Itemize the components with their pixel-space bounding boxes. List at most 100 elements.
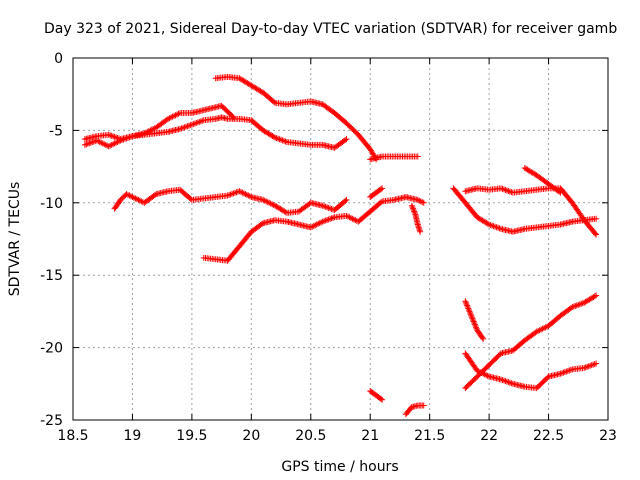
series-track-14 [462,350,600,392]
series-track-5 [111,186,350,216]
data-point-plus [467,311,474,318]
data-point-plus [243,191,250,198]
data-point-plus [188,121,195,128]
data-point-plus [87,139,94,146]
grid-lines [73,58,608,420]
data-point-plus [410,205,417,212]
data-point-plus [499,376,506,383]
x-axis-title: GPS time / hours [281,459,398,475]
data-point-plus [533,328,540,335]
data-point-plus [500,377,507,384]
data-point-plus [96,138,103,145]
data-point-plus [145,128,152,135]
data-point-plus [484,220,491,227]
data-point-plus [282,138,289,145]
y-tick-label: -20 [40,341,63,357]
data-point-plus [310,222,317,229]
data-point-plus [346,214,353,221]
data-point-plus [193,119,200,126]
data-point-plus [591,361,598,368]
data-point-plus [126,192,133,199]
data-point-plus [322,217,329,224]
data-point-plus [496,225,503,232]
data-point-plus [420,199,427,206]
data-point-plus [499,185,506,192]
data-point-plus [464,302,471,309]
x-tick-label: 19.5 [176,428,207,444]
data-point-plus [414,196,421,203]
data-point-plus [130,194,137,201]
data-point-plus [260,196,267,203]
data-point-plus [199,117,206,124]
data-point-plus [264,199,271,206]
data-point-plus [258,221,265,228]
data-point-plus [493,224,500,231]
data-point-plus [379,396,386,403]
data-point-plus [584,363,591,370]
data-point-plus [541,325,548,332]
data-point-plus [229,113,236,120]
data-point-plus [349,215,356,222]
series-track-15 [367,388,386,403]
data-point-plus [261,197,268,204]
data-point-plus [185,122,192,129]
data-point-plus [270,133,277,140]
data-point-plus [107,142,114,149]
data-point-plus [465,306,472,313]
data-point-plus [324,204,331,211]
data-point-plus [242,191,249,198]
data-point-plus [556,188,563,195]
data-point-plus [147,127,154,134]
data-point-plus [557,189,564,196]
data-point-plus [498,185,504,192]
data-point-plus [278,136,285,143]
data-point-plus [557,370,564,377]
data-point-plus [168,114,175,121]
data-point-plus [142,129,149,136]
data-point-plus [411,208,418,215]
data-point-plus [229,190,236,197]
data-point-plus [81,141,88,148]
data-point-plus [344,213,351,220]
data-point-plus [506,188,513,195]
data-point-plus [480,335,487,342]
data-point-plus [486,221,493,228]
y-tick-label: -10 [40,196,63,212]
data-point-plus [416,197,423,204]
data-point-plus [135,196,142,203]
data-point-plus [410,207,417,214]
data-point-plus [593,292,600,299]
series-track-3 [212,73,380,163]
series-track-12 [462,298,487,342]
data-point-plus [239,189,246,196]
data-point-plus [462,299,469,306]
y-axis-title: SDTVAR / TECUs [7,182,23,297]
data-point-plus [593,231,600,238]
data-point-plus [508,380,515,387]
data-series [81,73,600,418]
axis-ticks: 18.5 19 19.5 20 20.5 21 21.5 22 22.5 23 0 -5 -10 -15 -… [40,51,617,444]
data-point-plus [578,300,585,307]
data-point-plus [536,327,543,334]
data-point-plus [136,197,143,204]
data-point-plus [468,314,475,321]
data-point-plus [107,132,114,139]
data-point-plus [224,192,231,199]
data-point-plus [343,136,350,143]
data-point-plus [240,190,247,197]
data-point-plus [318,219,325,226]
data-point-plus [123,191,130,198]
data-point-plus [141,130,148,137]
y-tick-label: 0 [54,51,63,67]
data-point-plus [231,189,238,196]
data-point-plus [325,204,332,211]
x-tick-label: 20.5 [295,428,326,444]
data-point-plus [324,216,331,223]
data-point-plus [245,192,252,199]
series-track-7 [367,185,386,201]
data-point-plus [182,123,189,130]
data-point-plus [144,128,151,135]
data-point-plus [105,131,112,138]
data-point-plus [379,185,386,192]
